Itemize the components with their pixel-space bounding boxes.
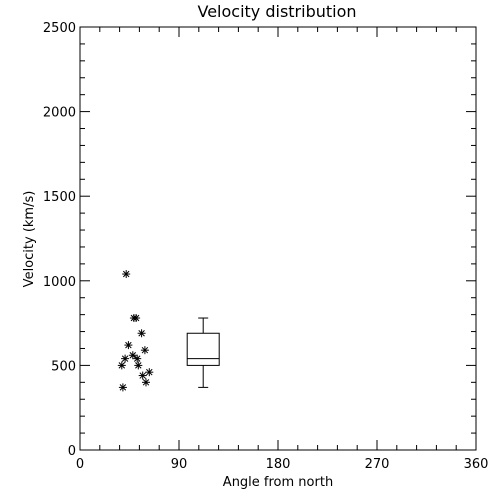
data-point [118,383,127,392]
x-tick-labels: 0 90 180 270 360 [76,457,489,472]
boxplot [186,317,220,388]
boxplot-box [186,332,220,366]
x-tick-label: 270 [365,457,390,472]
y-tick-label: 500 [51,359,76,374]
y-tick-label: 2500 [43,21,76,36]
scatter-series [117,270,154,392]
y-tick-label: 1000 [43,275,76,290]
data-point [134,361,143,370]
y-tick-label: 0 [68,444,76,459]
chart-title: Velocity distribution [197,2,356,21]
x-tick-label: 180 [266,457,291,472]
data-point [124,341,133,350]
x-tick-label: 360 [464,457,489,472]
y-tick-labels: 0 500 1000 1500 2000 2500 [43,21,76,459]
y-tick-label: 2000 [43,106,76,121]
data-point [122,270,131,279]
plot-frame [79,26,477,451]
x-tick-label: 0 [76,457,84,472]
data-point [145,368,154,377]
x-tick-label: 90 [171,457,188,472]
axis-ticks [79,26,477,451]
data-point [121,354,130,363]
data-point [137,329,146,338]
data-point [128,351,137,360]
data-point [138,371,147,380]
x-axis-title: Angle from north [223,475,333,490]
data-point [142,378,150,387]
data-point [140,346,149,355]
data-point [132,314,141,323]
data-point [117,361,126,370]
data-point [133,354,142,363]
y-axis-title: Velocity (km/s) [22,191,37,288]
y-tick-label: 1500 [43,190,76,205]
